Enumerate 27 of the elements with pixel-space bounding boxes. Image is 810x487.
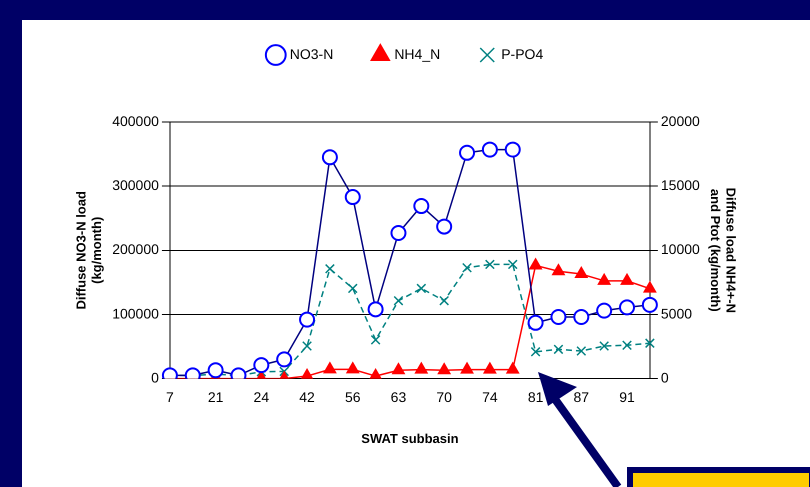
x-tick-label: 42: [299, 388, 316, 405]
y-axis-title: Diffuse NO3-N load (kg/month): [73, 191, 104, 310]
y-tick-label: 0: [151, 369, 160, 386]
x-tick-label: 56: [344, 388, 361, 405]
legend-label: P-PO4: [501, 46, 544, 62]
y2-tick-label: 0: [660, 369, 669, 386]
x-tick-label: 70: [436, 388, 452, 405]
x-tick-label: 91: [619, 388, 636, 405]
y-tick-label: 100000: [112, 305, 160, 322]
y2-tick-label: 20000: [660, 112, 700, 129]
legend-label: NO3-N: [290, 46, 334, 62]
y2-axis-title: Diffuse load NH4+-N and Ptot (kg/month): [708, 188, 739, 313]
x-tick-label: 7: [166, 388, 174, 405]
x-tick-label: 21: [208, 388, 224, 405]
x-tick-label: 63: [390, 388, 406, 405]
y-tick-label: 200000: [112, 241, 160, 258]
x-tick-label: 87: [574, 388, 590, 405]
x-tick-label: 81: [528, 388, 544, 405]
y-tick-label: 400000: [112, 112, 160, 129]
x-tick-label: 24: [254, 388, 270, 405]
y2-tick-label: 10000: [660, 241, 700, 258]
y2-tick-label: 15000: [660, 177, 700, 194]
y2-tick-label: 5000: [660, 305, 692, 322]
y-tick-label: 300000: [112, 177, 160, 194]
x-axis-title: SWAT subbasin: [361, 430, 459, 446]
legend-label: NH4_N: [394, 46, 440, 62]
x-tick-label: 74: [482, 388, 498, 405]
